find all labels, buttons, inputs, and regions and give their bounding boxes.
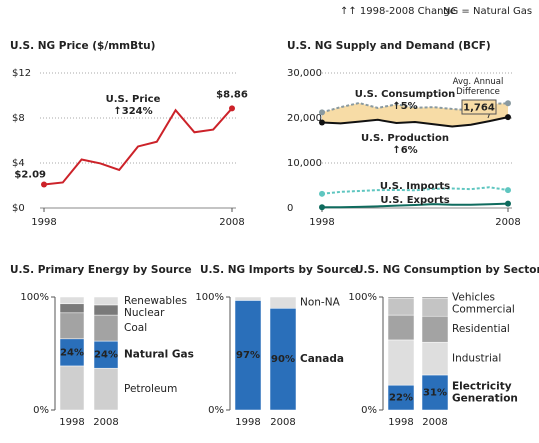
bar-segment: [421, 296, 449, 299]
segment-label: Natural Gas: [124, 349, 194, 361]
bar-segment: [234, 296, 262, 301]
series-label: U.S. Exports: [380, 195, 449, 206]
y-tick-label: $0: [12, 203, 25, 214]
bar-segment: [269, 296, 297, 309]
x-tick-label: 1998: [59, 417, 84, 428]
segment-label: Vehicles: [452, 292, 495, 304]
y-tick-label: $8: [12, 113, 25, 124]
difference-label: 1,764: [463, 103, 495, 114]
y-tick-label: 0%: [361, 405, 377, 416]
x-tick-label: 1998: [309, 217, 334, 228]
bar-segment: [387, 297, 415, 316]
segment-label: Industrial: [452, 353, 501, 365]
bar-segment: [93, 367, 119, 411]
bar-segment: [387, 314, 415, 341]
bar-segment: [59, 303, 85, 314]
y-tick-label: 20,000: [287, 113, 322, 124]
series-label: U.S. Production: [361, 133, 449, 144]
bar-segment: [59, 296, 85, 305]
end-dot: [319, 119, 325, 126]
value-label: 90%: [271, 354, 295, 365]
x-tick-label: 1998: [31, 217, 56, 228]
annotation: Avg. Annual Difference: [453, 77, 504, 97]
chart-title: U.S. NG Price ($/mmBtu): [10, 40, 155, 52]
segment-label: Canada: [300, 353, 344, 365]
change-note: ↑↑ 1998-2008 Change: [340, 6, 456, 17]
y-tick-label: 100%: [348, 292, 377, 303]
y-tick-label: $4: [12, 158, 25, 169]
bar-segment: [421, 297, 449, 317]
y-tick-label: 10,000: [287, 158, 322, 169]
series-label: U.S. Consumption: [355, 89, 456, 100]
x-tick-label: 2008: [93, 417, 118, 428]
segment-label: Electricity Generation: [452, 381, 518, 405]
bar-segment: [93, 296, 119, 306]
series-label: U.S. Imports: [380, 181, 450, 192]
segment-label: Petroleum: [124, 383, 177, 395]
x-tick-label: 1998: [235, 417, 260, 428]
y-tick-label: $12: [12, 68, 31, 79]
bar-segment: [59, 312, 85, 340]
abbrev-note: NG = Natural Gas: [443, 6, 532, 17]
chart-title: U.S. NG Supply and Demand (BCF): [287, 40, 491, 52]
change-label: ↑324%: [113, 106, 152, 117]
chart-title: U.S. NG Consumption by Sector: [355, 264, 539, 276]
segment-label: Nuclear: [124, 307, 165, 319]
series-label: U.S. Price: [106, 94, 161, 105]
bar-segment: [93, 314, 119, 342]
x-tick-label: 2008: [422, 417, 447, 428]
change-label: ↑5%: [392, 101, 417, 112]
bar-segment: [387, 339, 415, 386]
y-tick-label: 0: [287, 203, 293, 214]
segment-label: Non-NA: [300, 297, 341, 309]
difference-box: [461, 99, 497, 115]
bar-segment: [421, 315, 449, 343]
segment-label: Residential: [452, 323, 510, 335]
x-tick-label: 1998: [388, 417, 413, 428]
bar-segment: [421, 341, 449, 376]
value-label: 24%: [60, 347, 84, 358]
value-label: $8.86: [216, 89, 248, 100]
end-dot: [319, 190, 325, 197]
end-dot: [229, 105, 235, 112]
change-label: ↑6%: [392, 145, 417, 156]
y-tick-label: 100%: [20, 292, 49, 303]
end-dot: [505, 187, 511, 194]
end-dot: [41, 181, 47, 188]
x-tick-label: 2008: [219, 217, 244, 228]
series-line: [321, 202, 509, 209]
bar-segment: [387, 296, 415, 299]
value-label: 22%: [389, 393, 413, 404]
value-label: 31%: [423, 387, 447, 398]
value-label: 97%: [236, 350, 260, 361]
chart-title: U.S. NG Imports by Source: [200, 264, 357, 276]
segment-label: Commercial: [452, 304, 515, 316]
chart-title: U.S. Primary Energy by Source: [10, 264, 192, 276]
value-label: 24%: [94, 350, 118, 361]
y-tick-label: 30,000: [287, 68, 322, 79]
y-tick-label: 100%: [195, 292, 224, 303]
end-dot: [319, 204, 325, 211]
value-label: $2.09: [14, 169, 46, 180]
series-line: [321, 116, 509, 128]
end-dot: [505, 100, 511, 107]
end-dot: [505, 114, 511, 121]
series-line: [321, 186, 509, 195]
y-tick-label: 0%: [208, 405, 224, 416]
bar-segment: [59, 365, 85, 411]
bar-segment: [93, 304, 119, 316]
segment-label: Renewables: [124, 295, 187, 307]
x-tick-label: 2008: [495, 217, 520, 228]
bar-segment: [421, 374, 449, 411]
x-tick-label: 2008: [270, 417, 295, 428]
series-line: [43, 107, 233, 186]
y-tick-label: 0%: [33, 405, 49, 416]
end-dot: [505, 200, 511, 207]
segment-label: Coal: [124, 322, 147, 334]
end-dot: [319, 109, 325, 116]
